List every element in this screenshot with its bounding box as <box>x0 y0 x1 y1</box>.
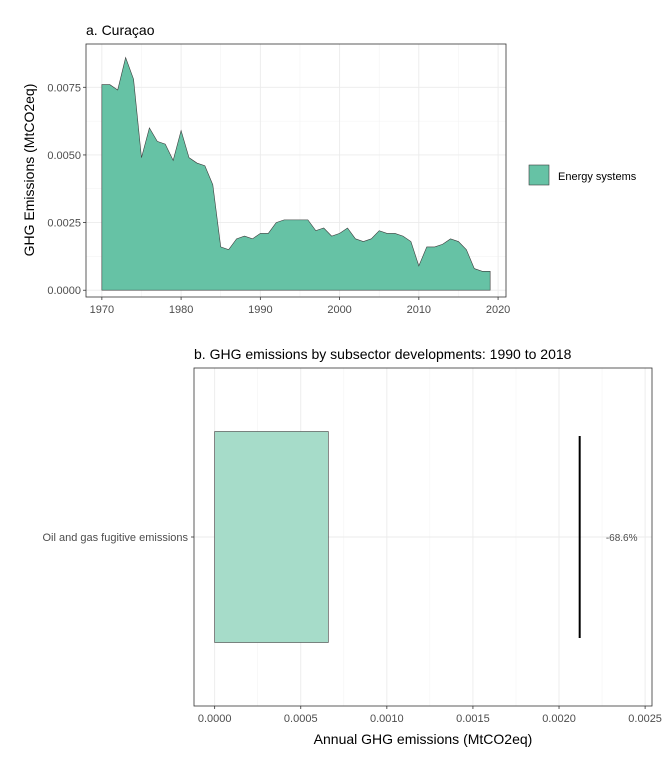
panel-b-x-tick-label: 0.0015 <box>456 713 490 725</box>
panel-b-x-tick-label: 0.0025 <box>628 713 662 725</box>
panel-a-y-ticks: 0.0000 0.0025 0.0050 0.0075 <box>47 82 86 297</box>
panel-b-category-label: Oil and gas fugitive emissions <box>42 532 188 544</box>
panel-b-x-axis-title: Annual GHG emissions (MtCO2eq) <box>314 731 533 747</box>
panel-a-y-tick-label: 0.0075 <box>47 82 81 94</box>
panel-b-title: b. GHG emissions by subsector developmen… <box>194 346 572 362</box>
panel-a-x-tick-label: 2000 <box>327 304 351 316</box>
panel-a-y-tick-label: 0.0050 <box>47 150 81 162</box>
panel-b-grid <box>194 368 652 706</box>
panel-a-x-ticks: 1970 1980 1990 2000 2010 2020 <box>90 297 510 316</box>
panel-b-x-tick-label: 0.0020 <box>542 713 576 725</box>
bar-oil-and-gas-fugitive-emissions <box>214 431 329 643</box>
panel-b-x-tick-label: 0.0010 <box>370 713 404 725</box>
panel-a-frame <box>85 43 507 298</box>
panel-a-x-tick-label: 1980 <box>169 304 193 316</box>
change-label: -68.6% <box>606 533 638 544</box>
panel-a-x-tick-label: 2020 <box>486 304 510 316</box>
panel-b-y-ticks: Oil and gas fugitive emissions <box>42 532 194 544</box>
panel-a-y-axis-title: GHG Emissions (MtCO2eq) <box>21 84 37 257</box>
legend-key-energy-systems <box>528 164 550 186</box>
panel-a-x-tick-label: 2010 <box>407 304 431 316</box>
panel-a-x-tick-label: 1990 <box>248 304 272 316</box>
panel-a-legend: Energy systems <box>528 164 637 186</box>
panel-a-x-tick-label: 1970 <box>90 304 114 316</box>
panel-a-y-tick-label: 0.0000 <box>47 285 81 297</box>
panel-b-x-ticks: 0.0000 0.0005 0.0010 0.0015 0.0020 0.0025 <box>198 706 662 725</box>
panel-a-area-series-energy-systems <box>101 56 491 291</box>
panel-b-chart: b. GHG emissions by subsector developmen… <box>42 346 661 747</box>
panel-a-chart: a. Curaçao 0.0000 0.0025 0.0050 0.0075 1970… <box>21 22 637 316</box>
panel-b-x-tick-label: 0.0000 <box>198 713 232 725</box>
panel-a-title: a. Curaçao <box>86 22 155 38</box>
panel-a-y-tick-label: 0.0025 <box>47 218 81 230</box>
panel-b-x-tick-label: 0.0005 <box>284 713 318 725</box>
legend-label-energy-systems: Energy systems <box>558 171 637 183</box>
